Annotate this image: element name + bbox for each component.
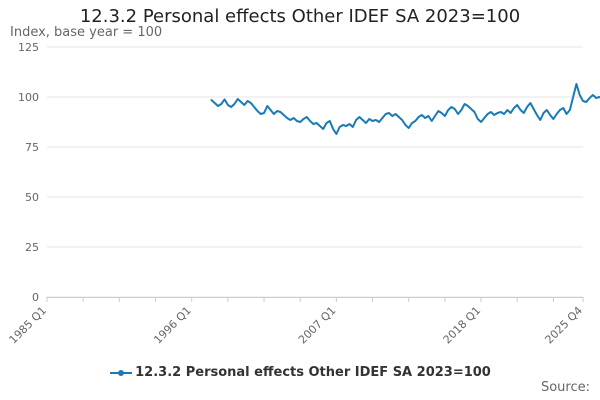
x-tick-label: 1985 Q1 xyxy=(7,304,50,347)
axes: 0 25 50 75 100 125 1985 Q1 1996 Q1 2007 Q1 2018 Q… xyxy=(7,41,586,346)
x-tick-label: 2025 Q4 xyxy=(543,304,586,347)
legend-label: 12.3.2 Personal effects Other IDEF SA 20… xyxy=(135,365,491,380)
y-tick-label: 25 xyxy=(25,241,39,254)
y-tick-label: 100 xyxy=(18,91,39,104)
x-tick-label: 1996 Q1 xyxy=(151,304,194,347)
series-layer xyxy=(210,83,600,135)
series-line xyxy=(210,83,600,135)
legend-swatch xyxy=(110,369,133,376)
chart-title: 12.3.2 Personal effects Other IDEF SA 20… xyxy=(79,6,521,27)
y-tick-label: 50 xyxy=(25,191,39,204)
y-tick-label: 125 xyxy=(18,41,39,54)
y-tick-label: 75 xyxy=(25,141,39,154)
gridlines xyxy=(47,46,583,298)
y-axis-label: Index, base year = 100 xyxy=(10,25,163,40)
x-tick-label: 2007 Q1 xyxy=(296,304,339,347)
legend: 12.3.2 Personal effects Other IDEF SA 20… xyxy=(0,365,600,380)
x-tick-label: 2018 Q1 xyxy=(441,304,484,347)
y-tick-label: 0 xyxy=(32,291,39,304)
source-label: Source: xyxy=(540,380,590,395)
